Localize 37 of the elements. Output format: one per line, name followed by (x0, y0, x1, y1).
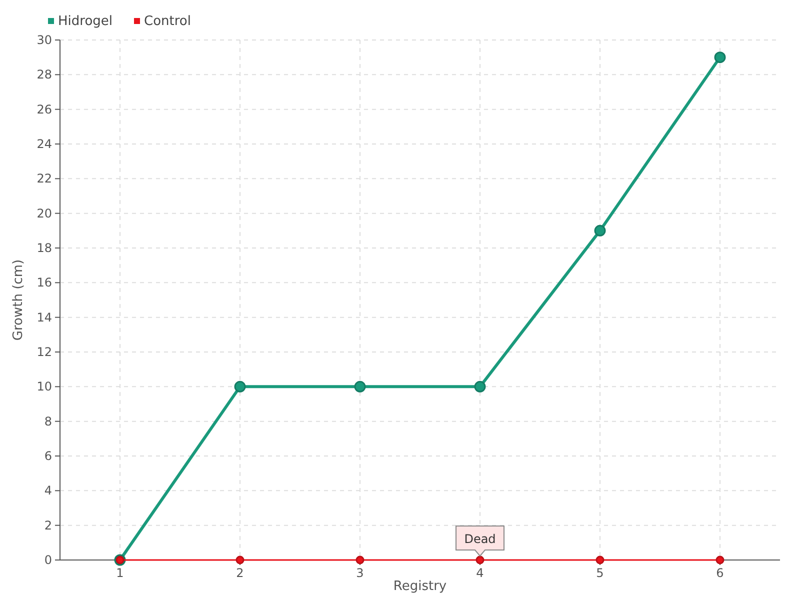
y-tick-label: 2 (44, 518, 52, 532)
y-tick-label: 12 (36, 345, 52, 359)
x-tick-label: 1 (116, 566, 124, 580)
y-tick-label: 16 (36, 276, 52, 290)
y-tick-label: 18 (36, 241, 52, 255)
y-tick-label: 10 (36, 380, 52, 394)
y-axis-title: Growth (cm) (11, 259, 26, 341)
x-tick-label: 4 (476, 566, 484, 580)
point (714, 52, 726, 64)
annotation: Dead (464, 532, 496, 546)
point (234, 380, 246, 392)
point (236, 556, 244, 564)
point (476, 556, 484, 564)
y-tick-label: 24 (36, 137, 52, 151)
point (356, 556, 364, 564)
x-tick-label: 3 (356, 566, 364, 580)
x-axis-title: Registry (393, 579, 447, 594)
y-tick-label: 22 (36, 172, 52, 186)
y-tick-label: 6 (44, 449, 52, 463)
y-tick-label: 0 (44, 553, 52, 567)
legend-label: Control (144, 14, 191, 29)
y-tick-label: 20 (36, 206, 52, 220)
x-tick-label: 5 (596, 566, 604, 580)
point (594, 224, 606, 236)
x-tick-label: 2 (236, 566, 244, 580)
y-tick-label: 14 (36, 310, 52, 324)
point (716, 556, 724, 564)
point (596, 556, 604, 564)
point (354, 380, 366, 392)
y-tick-label: 30 (36, 33, 52, 47)
point (474, 380, 486, 392)
x-tick-label: 6 (716, 566, 724, 580)
legend-label: Hidrogel (58, 14, 113, 29)
y-tick-label: 26 (36, 102, 52, 116)
y-tick-label: 28 (36, 68, 52, 82)
y-tick-label: 4 (44, 484, 52, 498)
y-tick-label: 8 (44, 414, 52, 428)
